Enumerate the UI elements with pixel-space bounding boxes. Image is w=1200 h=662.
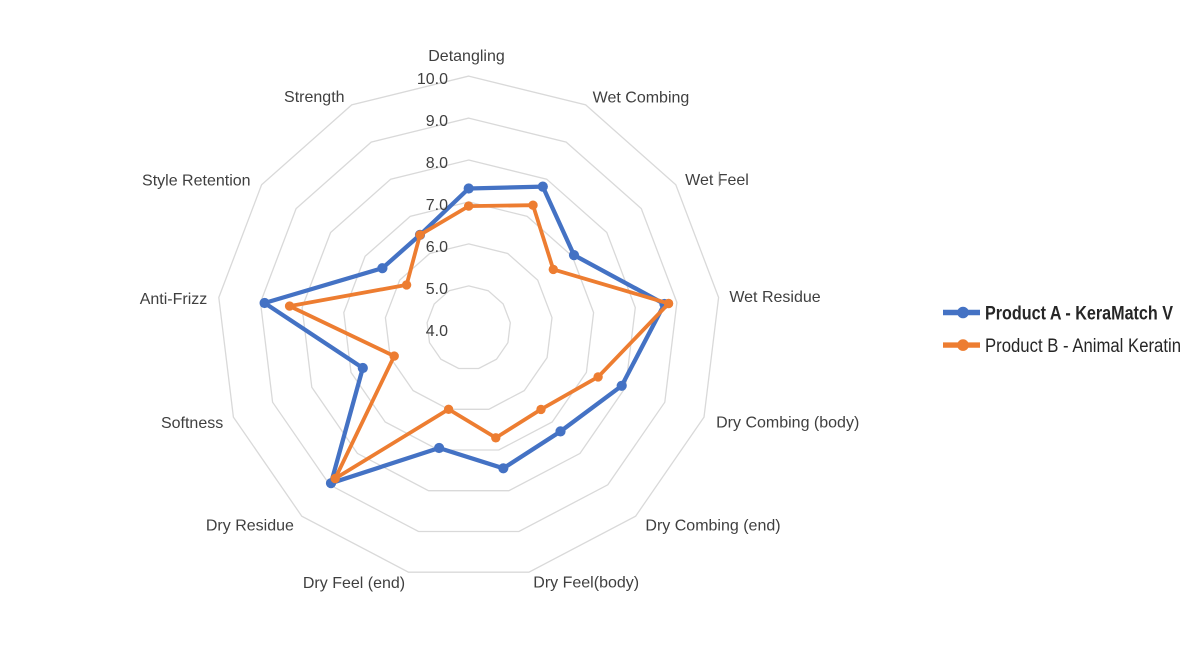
svg-text:9.0: 9.0 [426, 113, 448, 130]
svg-text:Dry Feel(body): Dry Feel(body) [533, 575, 639, 592]
svg-text:Style Retention: Style Retention [142, 173, 251, 190]
svg-text:4.0: 4.0 [426, 323, 448, 340]
svg-text:Dry Residue: Dry Residue [206, 517, 294, 534]
svg-text:Detangling: Detangling [428, 48, 505, 65]
svg-text:Product B - Animal Keratin: Product B - Animal Keratin [985, 336, 1181, 357]
svg-text:Dry Combing (end): Dry Combing (end) [645, 518, 780, 535]
svg-text:Anti-Frizz: Anti-Frizz [140, 291, 208, 308]
svg-text:Dry Feel (end): Dry Feel (end) [303, 575, 405, 592]
svg-text:Softness: Softness [161, 415, 223, 432]
svg-text:Wet Residue: Wet Residue [729, 289, 820, 306]
svg-text:Wet Combing: Wet Combing [593, 89, 690, 106]
svg-text:Strength: Strength [284, 89, 344, 106]
svg-text:Wet Feel: Wet Feel [685, 172, 749, 189]
svg-text:6.0: 6.0 [426, 239, 448, 256]
svg-text:10.0: 10.0 [417, 71, 448, 88]
svg-text:5.0: 5.0 [426, 281, 448, 298]
svg-text:Dry Combing (body): Dry Combing (body) [716, 415, 859, 432]
svg-text:8.0: 8.0 [426, 155, 448, 172]
svg-text:Product A - KeraMatch V: Product A - KeraMatch V [985, 303, 1173, 324]
svg-text:7.0: 7.0 [426, 197, 448, 214]
